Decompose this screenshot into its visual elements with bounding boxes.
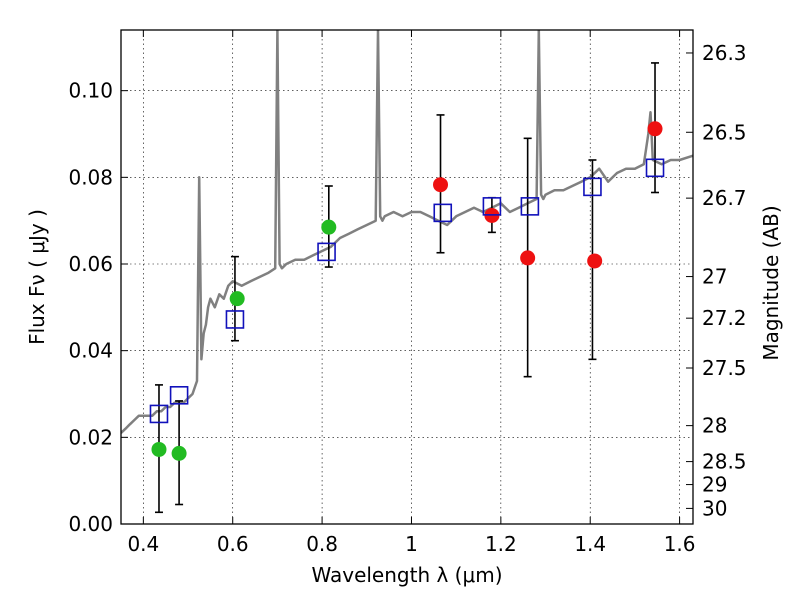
ticks: 0.4 0.6 0.8 1 1.2 1.4 1.6 0.00 0.02 0.04 0.06 0.08 0…: [68, 30, 747, 556]
x-tick-label: 0.8: [306, 532, 338, 556]
model-photometry-point: [317, 242, 336, 262]
observed-data-point: [433, 177, 449, 193]
y-tick-label: 0.04: [68, 339, 113, 363]
x-tick-label: 0.6: [217, 532, 249, 556]
observed-data-point: [647, 121, 663, 137]
right-tick-label: 26.3: [702, 41, 747, 65]
model-photometry-point: [149, 404, 169, 424]
y-tick-label: 0.02: [68, 425, 113, 449]
right-tick-label: 27.2: [702, 306, 747, 330]
right-tick-label: 30: [702, 496, 727, 520]
x-tick-label: 1.2: [485, 532, 517, 556]
observed-data-point: [520, 250, 536, 266]
y-tick-label: 0.06: [68, 252, 113, 276]
right-axis-label: Magnitude (AB): [759, 205, 783, 360]
x-tick-label: 0.4: [127, 532, 159, 556]
observed-data-point: [171, 445, 187, 461]
y-tick-label: 0.08: [68, 165, 113, 189]
observed-data-point: [229, 291, 245, 307]
y-tick-label: 0.00: [68, 512, 113, 536]
right-tick-label: 28.5: [702, 450, 747, 474]
right-tick-label: 26.5: [702, 120, 747, 144]
right-tick-label: 28: [702, 414, 727, 438]
y-axis-label: Flux Fν ( μJy ): [25, 209, 49, 345]
right-tick-label: 26.7: [702, 186, 747, 210]
observed-data-point: [151, 441, 167, 457]
model-photometry-point: [169, 385, 189, 405]
x-axis-label: Wavelength λ (μm): [311, 563, 502, 587]
x-tick-label: 1.4: [574, 532, 606, 556]
model-photometry-point: [583, 177, 602, 197]
observed-data-point: [587, 253, 603, 269]
plot-background: [121, 30, 693, 524]
observed-data-point: [321, 219, 337, 235]
model-photometry-point: [482, 197, 502, 216]
model-photometry-point: [225, 310, 245, 329]
right-tick-label: 29: [702, 473, 727, 497]
right-tick-label: 27: [702, 265, 727, 289]
model-photometry-point: [520, 197, 540, 216]
right-tick-label: 27.5: [702, 356, 747, 380]
marker-layer: [149, 121, 665, 461]
model-photometry-point: [433, 203, 453, 223]
x-tick-label: 1: [405, 532, 418, 556]
model-photometry-point: [645, 158, 665, 178]
y-tick-label: 0.10: [68, 79, 113, 103]
x-tick-label: 1.6: [664, 532, 696, 556]
